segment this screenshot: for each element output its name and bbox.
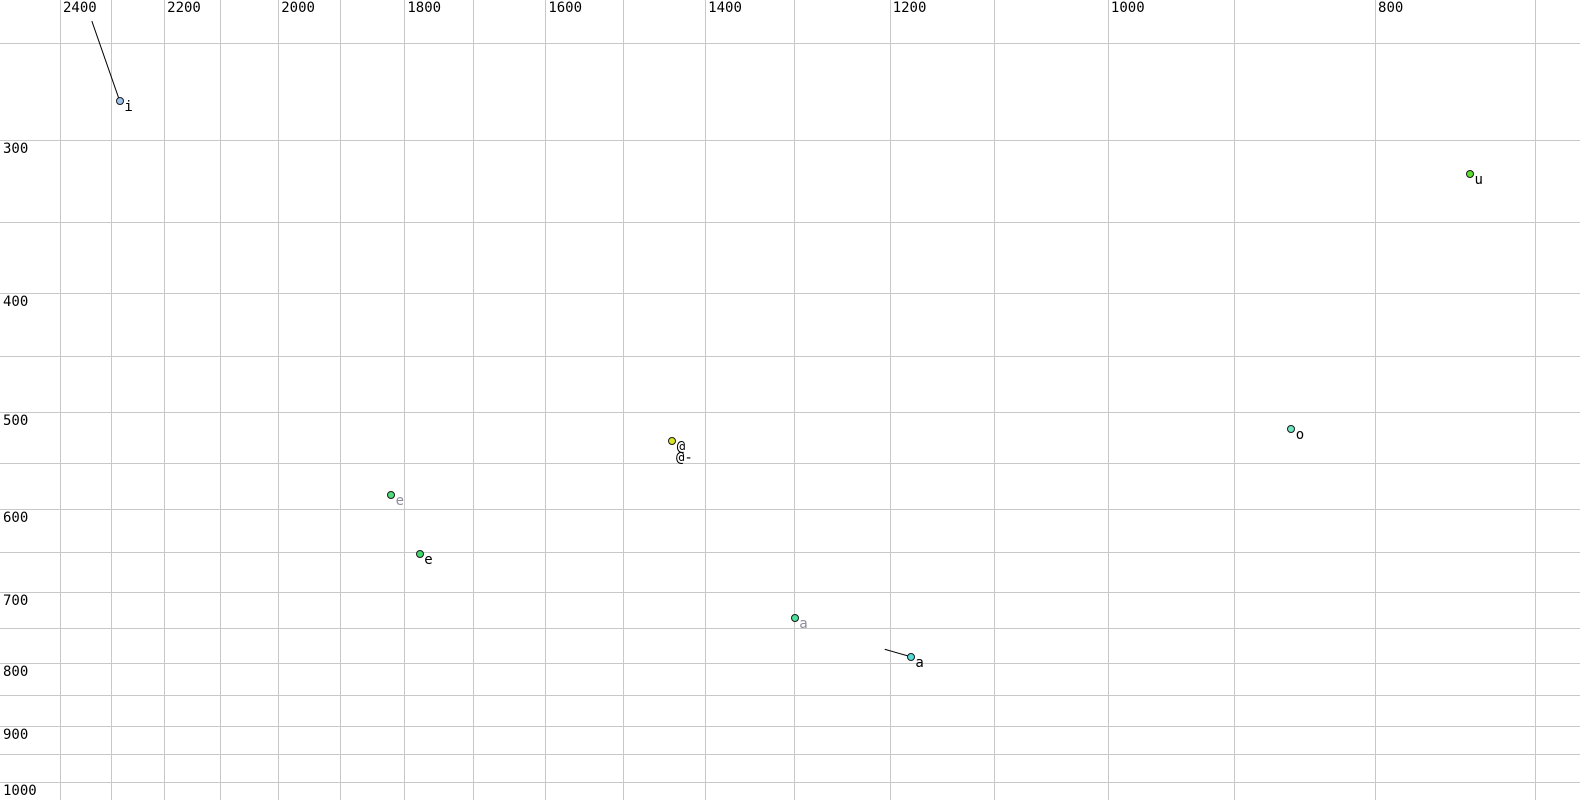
x-tick-label-1600: 1600 — [548, 0, 583, 16]
x-tick-label-1200: 1200 — [892, 0, 927, 16]
vowel-label-o-7: o — [1295, 427, 1305, 444]
vowel-label-@-3: @ — [676, 439, 686, 456]
y-tick-label-600: 600 — [3, 510, 29, 527]
x-tick-label-800: 800 — [1378, 0, 1404, 16]
vowel-point-i-0[interactable] — [115, 97, 124, 106]
vowel-label-a-6: a — [915, 654, 924, 671]
x-tick-label-2400: 2400 — [63, 0, 97, 16]
x-tick-label-1800: 1800 — [407, 0, 442, 16]
vowel-label-i-0: i — [124, 99, 133, 116]
y-tick-label-800: 800 — [3, 663, 29, 680]
y-tick-label-1000: 1000 — [3, 782, 37, 799]
vowel-point-@-3[interactable] — [668, 437, 677, 446]
y-tick-label-700: 700 — [3, 592, 29, 609]
vowel-point-e-1[interactable] — [387, 491, 396, 500]
vowel-label-@--4: @- — [675, 450, 693, 467]
vowel-point-e-2[interactable] — [415, 549, 424, 558]
vowel-label-e-2: e — [424, 551, 433, 568]
x-tick-label-1400: 1400 — [708, 0, 742, 16]
vowel-point-o-7[interactable] — [1287, 425, 1296, 434]
vowel-tail-a-6 — [884, 648, 911, 658]
vowel-tail-i-0 — [91, 20, 121, 102]
y-tick-label-300: 300 — [3, 141, 29, 157]
y-tick-label-900: 900 — [3, 726, 29, 743]
vowel-label-u-8: u — [1474, 172, 1483, 189]
vowel-point-a-5[interactable] — [790, 613, 799, 622]
x-tick-label-2200: 2200 — [167, 0, 201, 16]
vowel-label-e-1: e — [395, 493, 405, 510]
vowel-point-u-8[interactable] — [1465, 170, 1474, 179]
vowel-label-a-5: a — [799, 615, 808, 632]
vowel-point-a-6[interactable] — [906, 652, 915, 661]
y-tick-label-400: 400 — [3, 294, 29, 311]
x-tick-label-2000: 2000 — [281, 0, 315, 16]
x-tick-label-1000: 1000 — [1110, 0, 1145, 16]
y-tick-label-500: 500 — [3, 413, 29, 430]
